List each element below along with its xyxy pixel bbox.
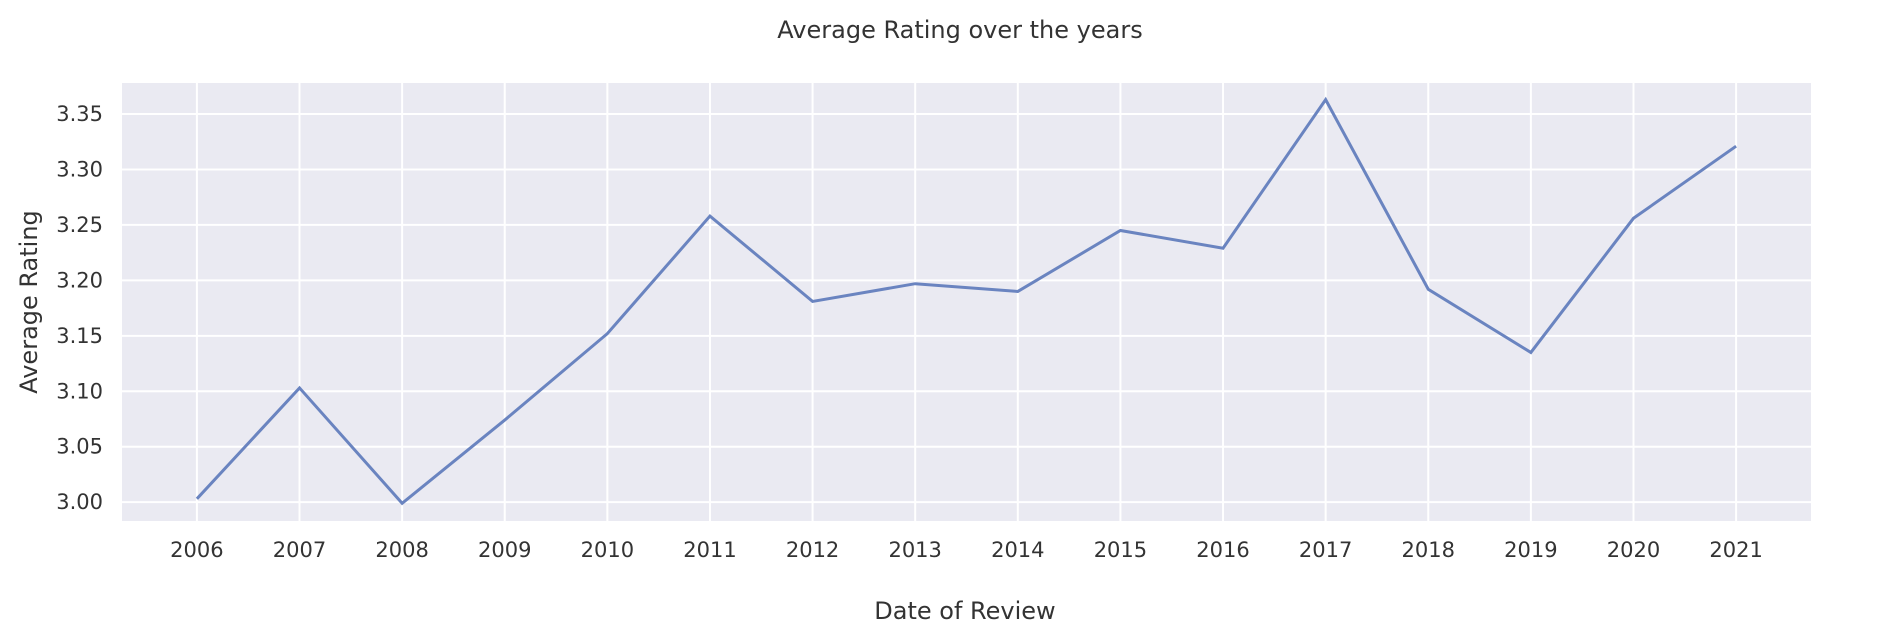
y-tick-label: 3.35	[56, 102, 103, 126]
y-tick-label: 3.00	[56, 490, 103, 514]
x-axis-label: Date of Review	[874, 597, 1055, 625]
y-axis-label: Average Rating	[15, 210, 43, 394]
grid-lines	[122, 83, 1811, 521]
x-tick-label: 2011	[683, 538, 736, 562]
series-layer	[195, 96, 1737, 506]
chart-title: Average Rating over the years	[777, 16, 1142, 44]
y-tick-label: 3.30	[56, 157, 103, 181]
x-tick-labels: 2006 2007 2008 2009 2010 2011 2012 2013 2014 2015…	[170, 538, 1763, 562]
x-tick-label: 2013	[888, 538, 941, 562]
y-tick-label: 3.20	[56, 268, 103, 292]
y-tick-label: 3.15	[56, 324, 103, 348]
series-line-0	[195, 96, 1737, 506]
x-tick-label: 2010	[581, 538, 634, 562]
plot-background	[122, 83, 1811, 521]
x-tick-label: 2007	[273, 538, 326, 562]
y-tick-label: 3.10	[56, 379, 103, 403]
x-tick-label: 2019	[1504, 538, 1557, 562]
x-tick-label: 2016	[1196, 538, 1249, 562]
y-tick-label: 3.05	[56, 435, 103, 459]
y-tick-label: 3.25	[56, 213, 103, 237]
x-tick-label: 2008	[375, 538, 428, 562]
x-tick-label: 2021	[1709, 538, 1762, 562]
plot-area	[122, 83, 1811, 521]
x-tick-label: 2015	[1094, 538, 1147, 562]
x-tick-label: 2012	[786, 538, 839, 562]
x-tick-label: 2006	[170, 538, 223, 562]
x-tick-label: 2018	[1402, 538, 1455, 562]
x-tick-label: 2017	[1299, 538, 1352, 562]
x-tick-label: 2014	[991, 538, 1044, 562]
x-tick-label: 2009	[478, 538, 531, 562]
y-tick-labels: 3.00 3.05 3.10 3.15 3.20 3.25 3.30 3.35	[56, 102, 103, 514]
x-tick-label: 2020	[1607, 538, 1660, 562]
